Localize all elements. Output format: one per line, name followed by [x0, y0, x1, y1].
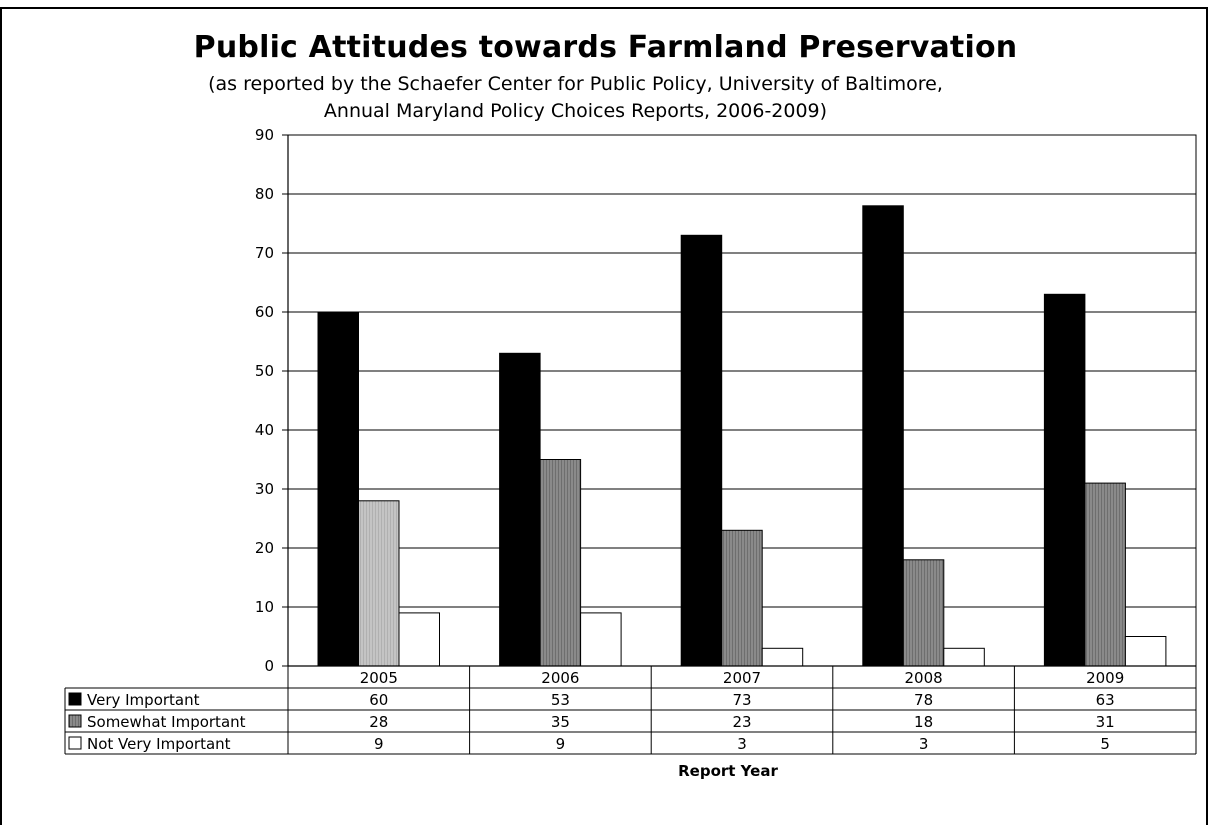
data-table-value: 18 [914, 713, 933, 731]
y-tick-label: 90 [255, 126, 274, 144]
bar-very-important-2009 [1043, 293, 1086, 667]
legend-label: Somewhat Important [87, 713, 246, 731]
chart-subtitle-line-1: (as reported by the Schaefer Center for … [208, 73, 943, 95]
bar-not-very-important-2009 [1124, 636, 1167, 667]
legend-key-somewhat-important [68, 714, 82, 728]
bar-not-very-important-2008 [943, 647, 985, 667]
y-tick-label: 0 [264, 657, 274, 675]
data-table-value: 9 [374, 735, 384, 753]
legend-label: Very Important [87, 691, 200, 709]
data-table-value: 60 [369, 691, 388, 709]
y-tick-label: 60 [255, 303, 274, 321]
x-category-label: 2009 [1086, 669, 1124, 687]
x-category-label: 2007 [723, 669, 761, 687]
y-tick-label: 50 [255, 362, 274, 380]
y-tick-label: 20 [255, 539, 274, 557]
y-tick-label: 40 [255, 421, 274, 439]
y-tick-label: 30 [255, 480, 274, 498]
data-table-value: 78 [914, 691, 933, 709]
data-table-value: 35 [551, 713, 570, 731]
data-table-value: 3 [737, 735, 747, 753]
data-table-value: 28 [369, 713, 388, 731]
bar-not-very-important-2006 [580, 612, 622, 667]
data-table-value: 63 [1096, 691, 1115, 709]
data-table-value: 53 [551, 691, 570, 709]
bar-somewhat-important-2009 [1084, 482, 1126, 667]
bar-very-important-2005 [317, 311, 359, 667]
data-table-value: 23 [732, 713, 751, 731]
chart-title: Public Attitudes towards Farmland Preser… [193, 30, 1018, 65]
bar-very-important-2007 [680, 234, 723, 667]
data-table-value: 73 [732, 691, 751, 709]
data-table-value: 3 [919, 735, 929, 753]
bar-not-very-important-2005 [398, 612, 440, 667]
bar-somewhat-important-2007 [721, 529, 763, 667]
bar-very-important-2006 [499, 352, 541, 667]
data-table-value: 31 [1096, 713, 1115, 731]
bar-somewhat-important-2006 [539, 459, 582, 667]
data-table-value: 9 [556, 735, 566, 753]
x-category-label: 2008 [905, 669, 943, 687]
chart-frame [0, 7, 1208, 825]
bar-very-important-2008 [862, 205, 904, 667]
x-category-label: 2005 [360, 669, 398, 687]
bar-not-very-important-2007 [761, 647, 804, 667]
chart-subtitle-line-2: Annual Maryland Policy Choices Reports, … [323, 100, 828, 122]
y-tick-label: 70 [255, 244, 274, 262]
bar-somewhat-important-2005 [358, 500, 400, 667]
legend-key-not-very-important [68, 736, 82, 750]
legend-key-very-important [68, 692, 82, 706]
data-table-value: 5 [1100, 735, 1110, 753]
x-category-label: 2006 [541, 669, 579, 687]
y-tick-label: 80 [255, 185, 274, 203]
legend-label: Not Very Important [87, 735, 231, 753]
y-tick-label: 10 [255, 598, 274, 616]
bar-somewhat-important-2008 [902, 559, 945, 667]
x-axis-title: Report Year [678, 762, 778, 780]
